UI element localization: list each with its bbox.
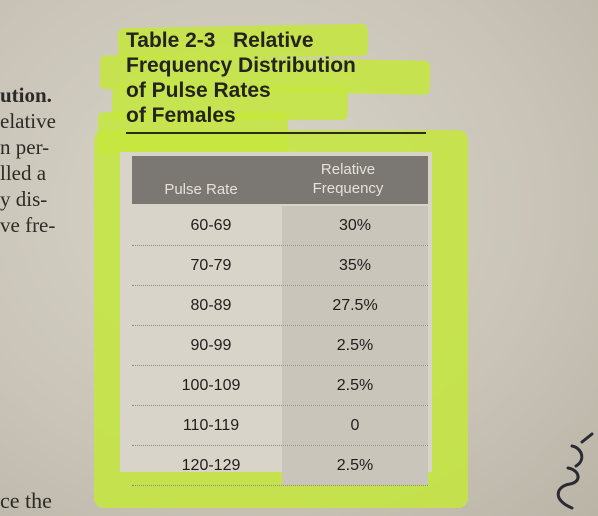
bottom-body-text: ce the — [0, 488, 52, 513]
relative-frequency-cell: 27.5% — [282, 286, 428, 325]
frequency-table: Pulse Rate Relative Frequency 60-69 30% … — [120, 152, 432, 486]
table-title-line: of Pulse Rates — [126, 79, 271, 102]
table-row: 120-129 2.5% — [132, 446, 428, 486]
table-title-line: Table 2-3 Relative — [126, 29, 314, 52]
body-text-line: y dis- — [0, 187, 48, 211]
body-text-line: n per- — [0, 135, 50, 159]
table-row: 70-79 35% — [132, 246, 428, 286]
header-relative-frequency: Relative Frequency — [288, 160, 408, 198]
relative-frequency-cell: 2.5% — [282, 366, 428, 405]
table-row: 80-89 27.5% — [132, 286, 428, 326]
table-row: 90-99 2.5% — [132, 326, 428, 366]
body-text-line: ution. — [0, 83, 52, 107]
adjacent-body-text: ution. elative n per- lled a y dis- ve f… — [0, 82, 80, 238]
table-title-line: Frequency Distribution — [126, 54, 356, 77]
table-body: 60-69 30% 70-79 35% 80-89 27.5% 90-99 2.… — [132, 206, 428, 486]
relative-frequency-cell: 2.5% — [282, 326, 428, 365]
pulse-rate-cell: 120-129 — [181, 457, 241, 474]
table-header: Pulse Rate Relative Frequency — [132, 156, 428, 204]
body-text-line: ve fre- — [0, 213, 56, 237]
pen-scribble-icon — [556, 432, 594, 510]
pulse-rate-cell: 60-69 — [190, 217, 232, 234]
pulse-rate-cell: 100-109 — [181, 377, 241, 394]
table-row: 110-119 0 — [132, 406, 428, 446]
header-line: Frequency — [312, 180, 384, 197]
pulse-rate-cell: 70-79 — [190, 257, 232, 274]
body-text-line: elative — [0, 109, 56, 133]
relative-frequency-cell: 35% — [282, 246, 428, 285]
table-row: 60-69 30% — [132, 206, 428, 246]
relative-frequency-cell: 0 — [282, 406, 428, 445]
relative-frequency-cell: 30% — [282, 206, 428, 245]
pulse-rate-cell: 80-89 — [190, 297, 232, 314]
header-line: Relative — [320, 161, 376, 178]
table-title: Table 2-3 Relative Frequency Distributio… — [126, 28, 426, 134]
body-text-line: lled a — [0, 161, 47, 185]
table-row: 100-109 2.5% — [132, 366, 428, 406]
title-rule — [126, 132, 426, 134]
pulse-rate-cell: 110-119 — [182, 417, 240, 434]
table-title-line: of Females — [126, 104, 236, 127]
pulse-rate-cell: 90-99 — [190, 337, 232, 354]
header-pulse-rate: Pulse Rate — [164, 181, 238, 198]
relative-frequency-cell: 2.5% — [282, 446, 428, 485]
